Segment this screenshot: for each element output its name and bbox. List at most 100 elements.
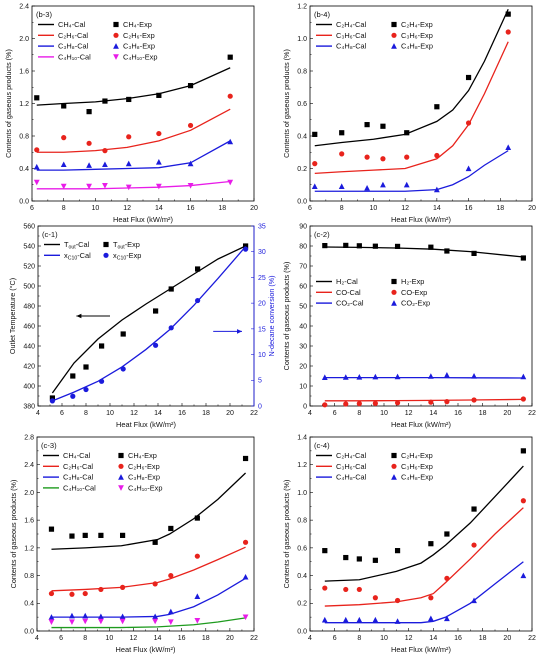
exp-point [444,248,450,254]
exp-point [70,393,76,399]
x-tick-label: 6 [30,205,34,212]
exp-point [69,619,75,625]
exp-point [356,616,363,623]
y-tick-label: 1.2 [297,462,307,469]
exp-point [152,613,159,620]
exp-point [227,179,234,186]
x-tick-label: 8 [357,410,361,417]
exp-point [126,134,132,140]
x-tick-label: 8 [357,635,361,642]
legend: CH₄-Cal CH₄-Exp C₂H₆-Cal C₂H₆-Exp C₃H₈-Cal C₃… [38,20,157,61]
y-axis-label: Outlet Temperature (°C) [8,278,17,354]
cal-line [52,246,247,402]
x-axis-label: Heat Flux (kW/m²) [116,420,176,429]
legend-cal-label: C₄H₈-Cal [336,42,367,51]
exp-point [155,159,162,165]
exp-point [434,152,440,159]
legend-exp-swatch [118,452,124,459]
legend-exp-swatch [391,43,397,49]
exp-point [102,148,108,154]
cal-line [36,67,231,106]
y-tick-label: 40 [299,323,307,330]
y-tick-label: 2.4 [24,462,34,469]
exp-point [48,590,55,597]
legend-cal-label: Tout-Cal [64,240,90,251]
exp-point [86,140,92,146]
x-tick-label: 22 [250,635,258,642]
legend-exp-swatch [391,278,397,285]
legend-cal-label: C₃H₈-Cal [58,42,89,51]
x-tick-label: 8 [62,205,66,212]
legend-exp-swatch [113,32,119,38]
y-tick-label: 0.0 [19,198,29,205]
y-tick-label: 1.0 [297,36,307,43]
exp-point [471,597,477,604]
exp-point [60,161,67,168]
exp-point [243,246,249,252]
x-tick-label: 14 [154,410,162,417]
cal-line [314,8,509,147]
x-axis-label: Heat Flux (kW/m²) [391,215,451,224]
y-tick-label: 0.0 [297,198,307,205]
x-tick-label: 18 [202,635,210,642]
exp-point [428,244,434,250]
cal-line [51,617,246,629]
x-tick-label: 6 [333,410,337,417]
exp-point [187,122,194,129]
exp-point [520,448,526,454]
x-tick-label: 20 [250,205,258,212]
exp-point [428,541,434,547]
exp-point [119,584,126,590]
series-1 [34,54,233,115]
exp-point [194,618,201,624]
y-tick-label: 500 [23,283,35,290]
exp-point [156,130,162,137]
x-tick-label: 10 [105,635,113,642]
exp-point [83,386,89,393]
y-tick-label: 0.6 [297,545,307,552]
legend-cal-label: xC10-Cal [64,251,91,262]
y2-tick-label: 25 [258,275,266,282]
exp-point [82,618,89,625]
exp-point [152,539,158,545]
x-tick-label: 4 [36,410,40,417]
legend-exp-label: C₂H₄-Exp [401,451,433,460]
series-2 [49,246,249,404]
legend-cal-label: C₄H₁₀-Cal [63,483,96,492]
y-tick-label: 0.8 [297,518,307,525]
exp-point [125,184,132,191]
y-tick-label: 0.8 [24,573,34,580]
exp-point [195,297,201,304]
series-4 [48,614,249,629]
series-3 [33,138,234,171]
chart-panel-4: 4 6 8 10 12 14 16 18 20 22 0 10 20 30 40 50 60 70 80 90 Heat… [282,223,536,429]
x-axis-label: Heat Flux (kW/m²) [391,420,451,429]
x-tick-label: 10 [370,205,378,212]
exp-point [520,255,526,261]
exp-point [444,372,450,378]
exp-point [444,531,450,537]
legend-exp-label: C₄H₈-Exp [401,42,433,51]
exp-point [82,612,89,619]
exp-point [227,93,233,99]
exp-point [356,556,362,562]
exp-point [403,181,410,188]
y-tick-label: 70 [299,263,307,270]
exp-point [471,506,477,512]
legend-exp-label: C₃H₈-Exp [123,42,155,51]
exp-point [520,498,526,504]
y2-tick-label: 30 [258,249,266,256]
x-tick-label: 14 [154,635,162,642]
legend-cal-label: C₄H₈-Cal [336,473,367,482]
x-tick-label: 12 [401,205,409,212]
cal-line [314,150,509,192]
legend: C₂H₄-Cal C₂H₄-Exp C₃H₆-Cal C₃H₆-Exp C₄H₈-Cal… [316,20,433,51]
exp-point [434,104,440,110]
y2-tick-label: 10 [258,352,266,359]
x-tick-label: 14 [429,635,437,642]
exp-point [168,325,174,331]
legend-exp-label: CH₄-Exp [128,451,157,460]
y2-tick-label: 35 [258,223,266,230]
exp-point [372,373,379,380]
